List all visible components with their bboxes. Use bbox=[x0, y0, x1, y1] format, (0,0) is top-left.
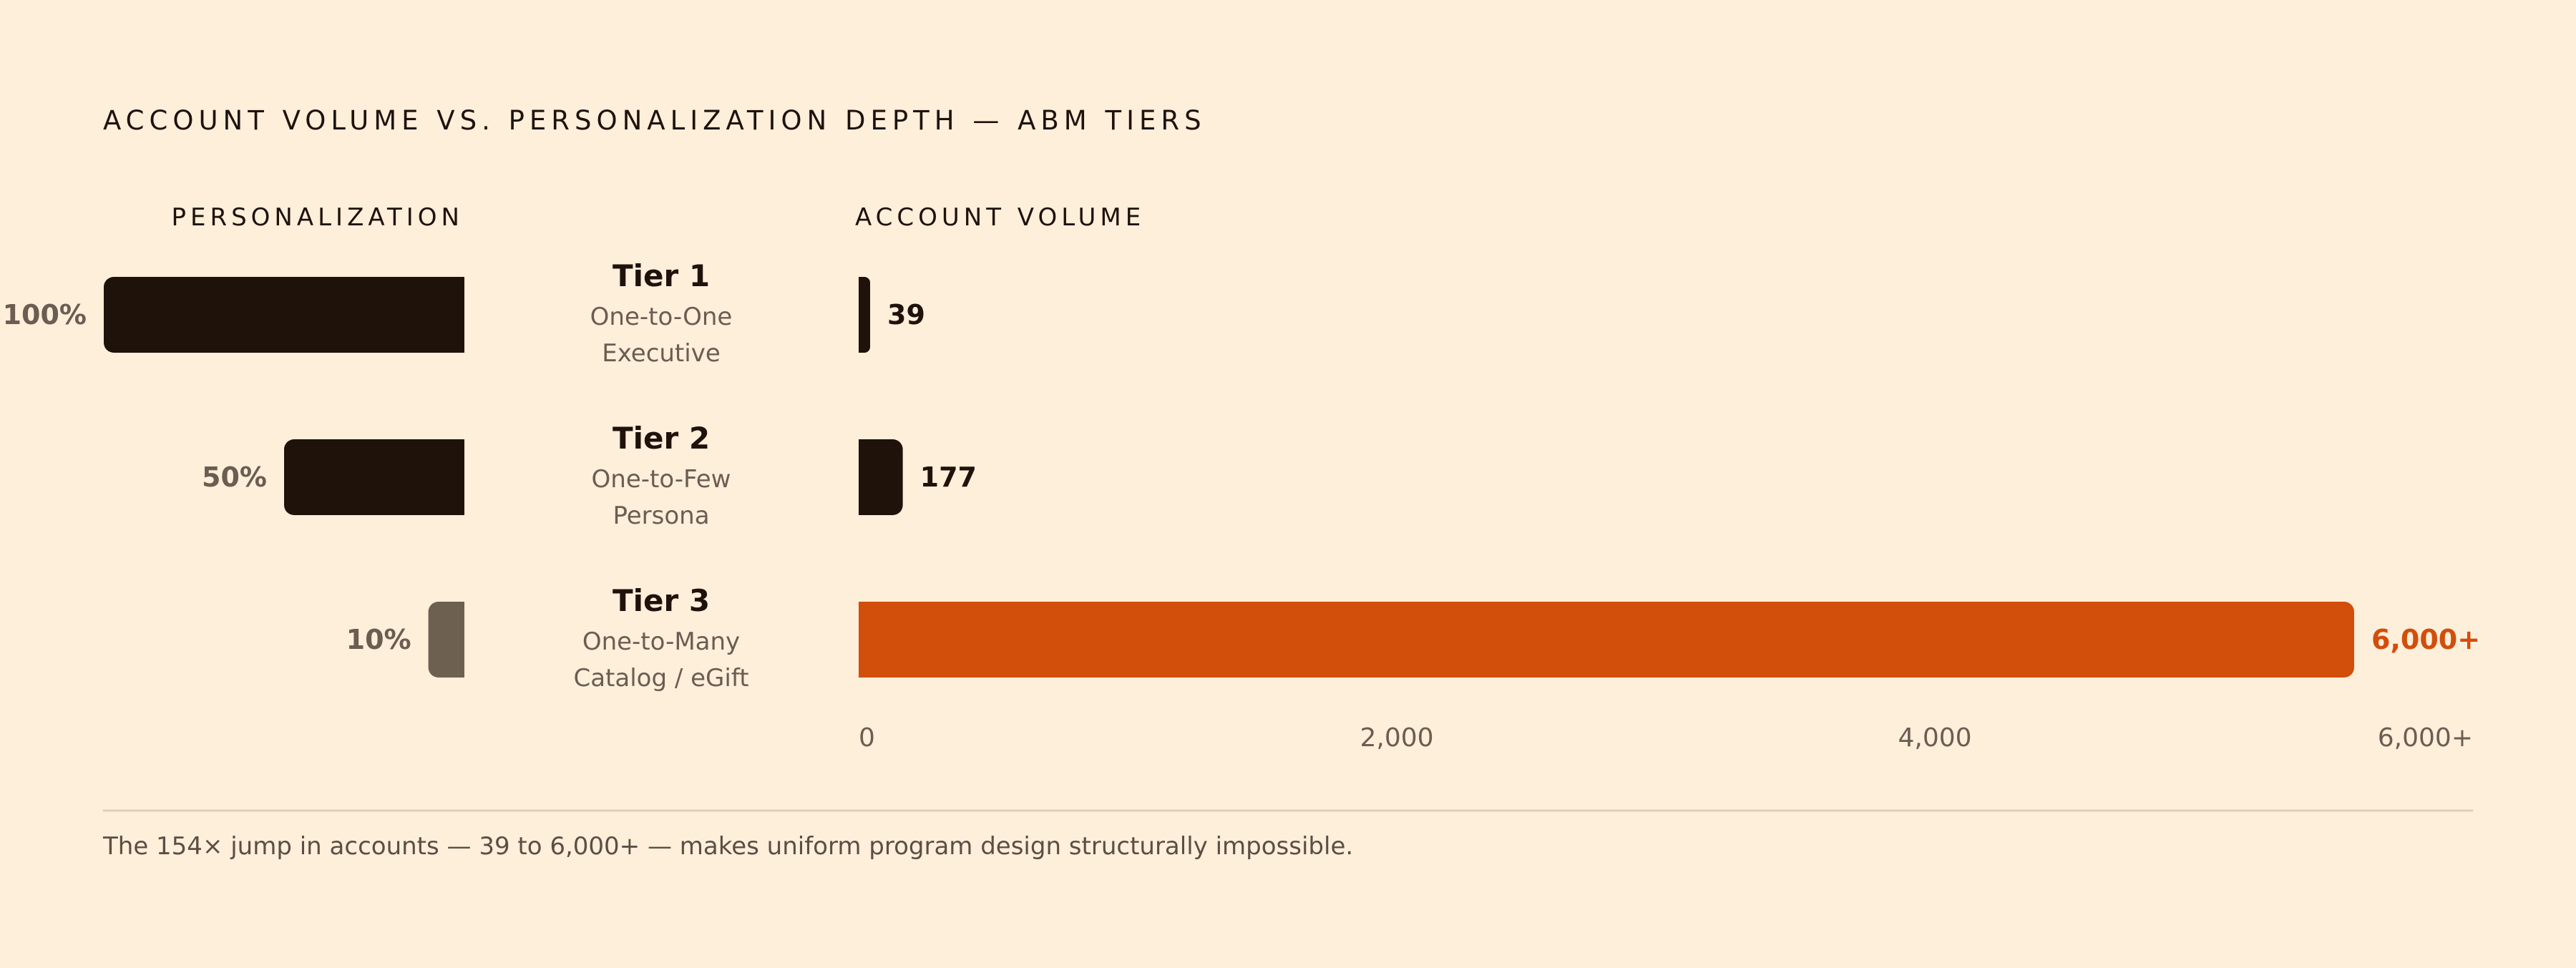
tier-approach: One-to-Many bbox=[582, 627, 740, 656]
chart-title: ACCOUNT VOLUME VS. PERSONALIZATION DEPTH… bbox=[103, 105, 1206, 136]
footnote: The 154× jump in accounts — 39 to 6,000+… bbox=[102, 832, 1353, 861]
tier-program: Catalog / eGift bbox=[573, 664, 748, 693]
tier-row: 100% Tier 1 One-to-One Executive 39 bbox=[3, 258, 925, 368]
account-volume-value-label: 39 bbox=[887, 299, 925, 331]
personalization-value-label: 10% bbox=[346, 624, 411, 655]
personalization-bar bbox=[428, 602, 464, 678]
account-volume-value-label: 177 bbox=[920, 461, 977, 493]
tier-name: Tier 2 bbox=[613, 421, 710, 456]
x-tick-label: 6,000+ bbox=[2378, 723, 2473, 753]
account-volume-bar bbox=[859, 277, 870, 353]
x-axis: 0 2,000 4,000 6,000+ bbox=[859, 723, 2473, 753]
tier-program: Persona bbox=[613, 502, 709, 530]
personalization-heading: PERSONALIZATION bbox=[171, 203, 464, 232]
x-tick-label: 0 bbox=[859, 723, 875, 753]
account-volume-heading: ACCOUNT VOLUME bbox=[855, 203, 1145, 232]
account-volume-value-label: 6,000+ bbox=[2371, 624, 2480, 655]
tier-name: Tier 3 bbox=[613, 583, 710, 618]
x-tick-label: 2,000 bbox=[1360, 723, 1433, 753]
x-tick-label: 4,000 bbox=[1898, 723, 1971, 753]
tier-row: 10% Tier 3 One-to-Many Catalog / eGift 6,000… bbox=[346, 583, 2480, 693]
tier-approach: One-to-One bbox=[590, 303, 733, 331]
tier-name: Tier 1 bbox=[613, 258, 710, 293]
tier-program: Executive bbox=[602, 339, 721, 368]
personalization-value-label: 100% bbox=[3, 299, 87, 331]
personalization-bar bbox=[104, 277, 464, 353]
account-volume-bar bbox=[859, 439, 903, 515]
personalization-bar bbox=[284, 439, 464, 515]
tier-row: 50% Tier 2 One-to-Few Persona 177 bbox=[202, 421, 977, 530]
tier-rows: 100% Tier 1 One-to-One Executive 39 50% Tier 2… bbox=[3, 258, 2480, 693]
account-volume-bar bbox=[859, 602, 2354, 678]
personalization-value-label: 50% bbox=[202, 461, 267, 493]
tier-approach: One-to-Few bbox=[592, 465, 731, 494]
